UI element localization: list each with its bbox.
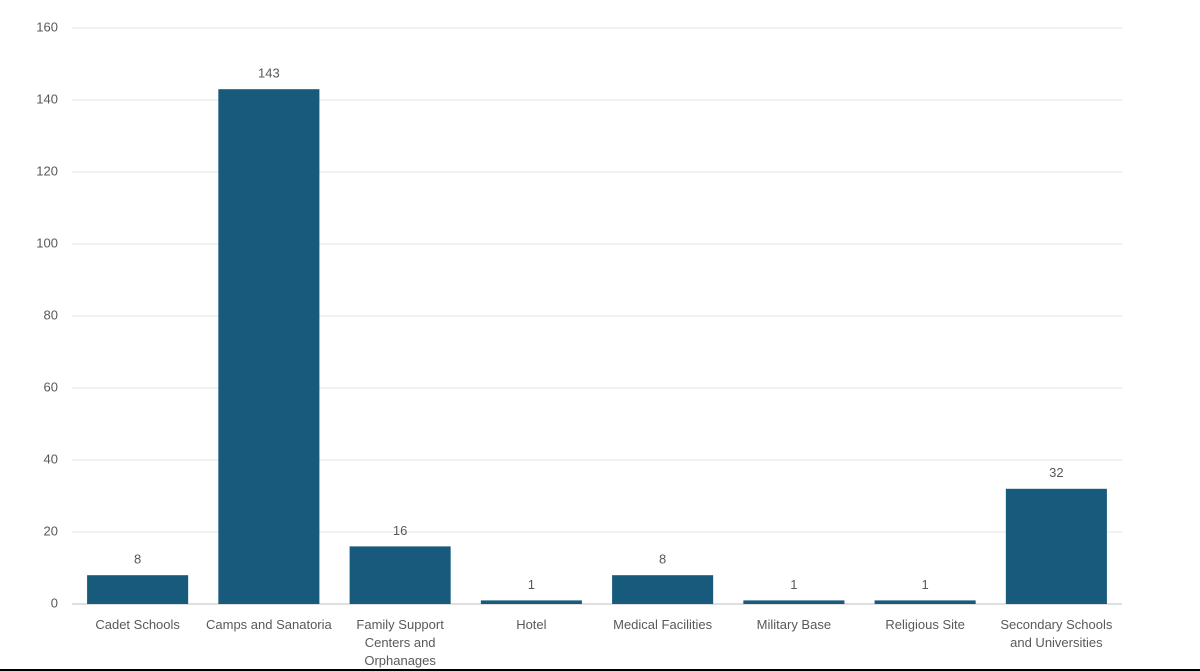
x-tick-label: Hotel	[516, 617, 547, 632]
bar	[874, 600, 976, 604]
data-label: 8	[659, 552, 666, 567]
data-label: 16	[393, 523, 407, 538]
data-label: 8	[134, 552, 141, 567]
data-label: 143	[258, 66, 280, 81]
y-tick-label: 140	[36, 91, 58, 106]
data-label: 32	[1049, 465, 1063, 480]
bar	[349, 546, 451, 604]
x-tick-label: Religious Site	[885, 617, 965, 632]
y-tick-label: 20	[44, 523, 58, 538]
bar	[218, 89, 320, 604]
x-tick-label: Military Base	[756, 617, 832, 632]
y-tick-label: 0	[51, 595, 58, 610]
x-tick-label: Cadet Schools	[95, 617, 180, 632]
y-tick-label: 160	[36, 19, 58, 34]
x-tick-label: Camps and Sanatoria	[206, 617, 332, 632]
bar	[87, 575, 189, 604]
data-label: 1	[922, 577, 929, 592]
y-tick-label: 120	[36, 163, 58, 178]
y-tick-label: 40	[44, 451, 58, 466]
y-tick-label: 100	[36, 235, 58, 250]
x-tick-label: Family Support Centers and Orphanages	[356, 617, 444, 668]
x-tick-label: Secondary Schools and Universities	[1000, 617, 1113, 650]
bar	[1005, 488, 1107, 604]
y-tick-label: 60	[44, 379, 58, 394]
bar	[480, 600, 582, 604]
bar	[612, 575, 714, 604]
x-tick-label: Medical Facilities	[613, 617, 713, 632]
data-label: 1	[790, 577, 797, 592]
y-tick-label: 80	[44, 307, 58, 322]
bar	[743, 600, 845, 604]
data-label: 1	[528, 577, 535, 592]
